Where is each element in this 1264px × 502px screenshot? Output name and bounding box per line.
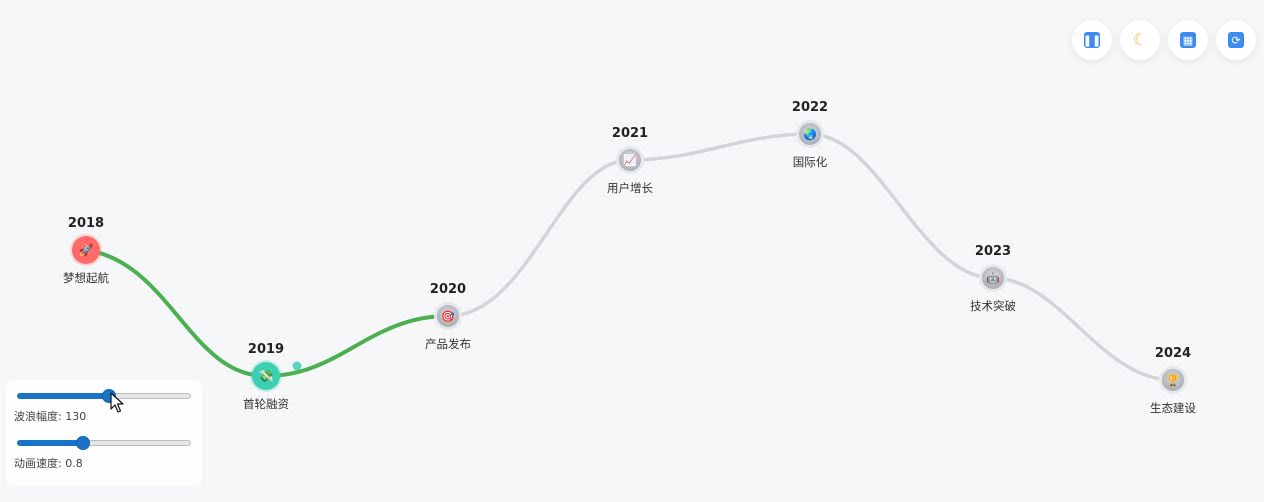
money-icon: 💸 xyxy=(259,369,274,383)
node-year-label: 2021 xyxy=(612,126,648,141)
refresh-button[interactable]: ⟳ xyxy=(1216,20,1256,60)
node-circle xyxy=(799,123,821,145)
toolbar: ❚❚ ☾ ▦ ⟳ xyxy=(1072,20,1256,60)
timeline-node-2023[interactable]: 🤖 2023 技术突破 xyxy=(970,244,1016,313)
node-circle xyxy=(1162,369,1184,391)
mouse-cursor-icon xyxy=(110,392,124,413)
node-circle xyxy=(619,149,641,171)
node-circle xyxy=(437,305,459,327)
chart-increasing-icon: 📈 xyxy=(623,154,637,167)
speed-slider-thumb[interactable] xyxy=(76,436,91,450)
node-event-label: 首轮融资 xyxy=(243,397,289,411)
node-year-label: 2024 xyxy=(1155,346,1191,361)
node-event-label: 国际化 xyxy=(793,155,828,169)
node-year-label: 2020 xyxy=(430,282,466,297)
layout-button[interactable]: ▦ xyxy=(1168,20,1208,60)
amplitude-slider-fill xyxy=(17,393,110,399)
pause-icon: ❚❚ xyxy=(1082,32,1102,48)
node-event-label: 梦想起航 xyxy=(63,271,109,285)
node-circle xyxy=(982,267,1004,289)
pause-button[interactable]: ❚❚ xyxy=(1072,20,1112,60)
node-year-label: 2022 xyxy=(792,100,828,115)
speed-control: 动画速度: 0.8 xyxy=(14,433,194,471)
node-event-label: 产品发布 xyxy=(425,337,471,351)
timeline-node-2022[interactable]: 🌏 2022 国际化 xyxy=(792,100,828,169)
control-panel: 波浪幅度: 130 动画速度: 0.8 xyxy=(6,380,202,486)
qr-grid-icon: ▦ xyxy=(1180,32,1196,48)
timeline-node-2021[interactable]: 📈 2021 用户增长 xyxy=(607,126,653,195)
node-event-label: 生态建设 xyxy=(1150,401,1196,415)
robot-icon: 🤖 xyxy=(986,272,1000,285)
timeline-node-2018[interactable]: 🚀 2018 梦想起航 xyxy=(63,216,109,285)
node-year-label: 2018 xyxy=(68,216,104,231)
amplitude-control: 波浪幅度: 130 xyxy=(14,386,194,424)
node-circle xyxy=(72,236,100,264)
timeline-path-pending xyxy=(446,132,1175,382)
moon-icon: ☾ xyxy=(1132,30,1148,49)
trophy-icon: 🏆 xyxy=(1166,374,1180,387)
node-year-label: 2023 xyxy=(975,244,1011,259)
target-icon: 🎯 xyxy=(441,310,455,323)
timeline-node-2020[interactable]: 🎯 2020 产品发布 xyxy=(425,282,471,351)
node-circle xyxy=(252,362,280,390)
speed-slider-fill xyxy=(17,440,84,446)
node-event-label: 用户增长 xyxy=(607,181,653,195)
speed-label: 动画速度: 0.8 xyxy=(14,457,83,470)
amplitude-slider[interactable] xyxy=(17,386,191,406)
timeline-node-2019[interactable]: 💸 2019 首轮融资 xyxy=(243,342,289,411)
globe-icon: 🌏 xyxy=(803,128,817,141)
rocket-icon: 🚀 xyxy=(79,243,94,257)
timeline-path-progress xyxy=(84,248,450,379)
amplitude-label: 波浪幅度: 130 xyxy=(14,410,87,423)
refresh-icon: ⟳ xyxy=(1228,32,1244,48)
timeline-node-2024[interactable]: 🏆 2024 生态建设 xyxy=(1150,346,1196,415)
progress-dot xyxy=(292,361,302,371)
node-event-label: 技术突破 xyxy=(970,299,1016,313)
node-year-label: 2019 xyxy=(248,342,284,357)
theme-button[interactable]: ☾ xyxy=(1120,20,1160,60)
speed-slider[interactable] xyxy=(17,433,191,453)
